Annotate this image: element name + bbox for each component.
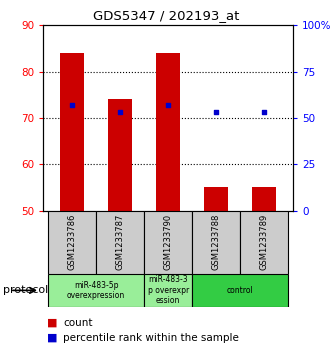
Text: GDS5347 / 202193_at: GDS5347 / 202193_at — [93, 9, 240, 22]
Bar — [48, 211, 96, 274]
Bar — [60, 53, 84, 211]
Bar — [252, 187, 276, 211]
Text: ■: ■ — [47, 333, 57, 343]
Text: protocol: protocol — [3, 285, 49, 295]
Point — [118, 110, 123, 115]
Text: ■: ■ — [47, 318, 57, 328]
Text: percentile rank within the sample: percentile rank within the sample — [63, 333, 239, 343]
Bar — [108, 99, 132, 211]
Text: miR-483-3
p overexpr
ession: miR-483-3 p overexpr ession — [148, 276, 189, 305]
Text: GSM1233790: GSM1233790 — [164, 214, 173, 270]
Text: GSM1233789: GSM1233789 — [260, 214, 269, 270]
Bar — [48, 274, 144, 307]
Bar — [144, 211, 192, 274]
Bar — [192, 274, 288, 307]
Point — [261, 110, 267, 115]
Bar — [144, 274, 192, 307]
Point — [70, 102, 75, 108]
Bar — [156, 53, 180, 211]
Bar — [204, 187, 228, 211]
Text: control: control — [227, 286, 254, 295]
Point — [166, 102, 171, 108]
Text: miR-483-5p
overexpression: miR-483-5p overexpression — [67, 281, 125, 300]
Text: GSM1233786: GSM1233786 — [68, 214, 77, 270]
Bar — [96, 211, 144, 274]
Text: GSM1233788: GSM1233788 — [212, 214, 221, 270]
Text: GSM1233787: GSM1233787 — [116, 214, 125, 270]
Text: count: count — [63, 318, 93, 328]
Bar — [192, 211, 240, 274]
Bar — [240, 211, 288, 274]
Point — [213, 110, 219, 115]
